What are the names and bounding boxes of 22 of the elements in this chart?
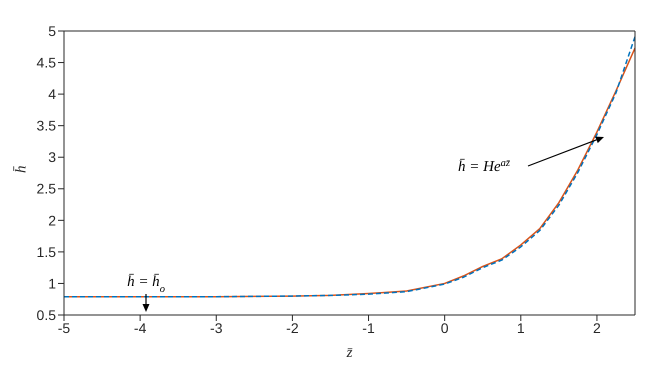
x-tick-label: -3 (210, 320, 223, 336)
y-tick-label: 3 (48, 149, 56, 166)
y-tick-label: 1 (48, 275, 56, 292)
y-tick-label: 4 (48, 86, 56, 102)
y-axis-title: h̄ (12, 166, 30, 173)
y-tick-label: 5 (48, 22, 56, 39)
x-tick-label: -4 (134, 320, 147, 336)
x-tick-label: 1 (516, 320, 525, 336)
x-tick-label: -5 (58, 320, 70, 336)
y-tick-label: 1.5 (36, 244, 56, 260)
annotation: h̄ = He$^{az̄}$ (458, 158, 510, 175)
y-tick-label: 4.5 (36, 54, 56, 71)
y-tick-label: 3.5 (36, 118, 56, 134)
y-tick-label: 2.5 (36, 180, 56, 197)
x-tick-label: 2 (593, 320, 602, 336)
y-tick-label: 2 (48, 212, 56, 228)
x-tick-label: 0 (440, 320, 449, 336)
annotation: h̄ = h̄$_{o}$ (127, 273, 165, 294)
x-tick-label: -2 (286, 320, 299, 336)
y-tick-label: 0.5 (36, 306, 56, 323)
x-tick-label: -1 (362, 320, 375, 336)
x-axis-title: z̄ (346, 345, 353, 361)
